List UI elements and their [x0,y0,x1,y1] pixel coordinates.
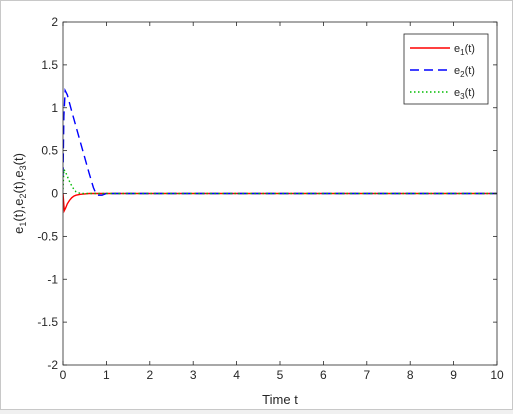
y-tick-label: -1.5 [37,315,58,329]
y-tick-label: 0.5 [41,144,58,158]
x-tick-label: 0 [60,368,67,382]
x-tick-label: 10 [490,368,504,382]
x-tick-label: 3 [190,368,197,382]
plot-frame [62,21,498,366]
x-tick-label: 6 [320,368,327,382]
y-tick-label: 2 [51,15,58,29]
series-e1-line [63,192,497,214]
legend-label-e1: e1(t) [454,43,475,57]
y-tick-label: -2 [47,358,58,372]
x-tick-label: 7 [363,368,370,382]
series-e2-line [63,87,497,196]
y-tick-label: 0 [51,187,58,201]
x-tick-label: 5 [277,368,284,382]
legend-label-e3: e3(t) [454,87,475,101]
y-axis-label: e1(t),e2(t),e3(t) [11,153,28,234]
x-tick-label: 9 [450,368,457,382]
x-axis-label: Time t [262,392,298,407]
legend-box [403,33,489,105]
legend-label-e2: e2(t) [454,65,475,79]
x-tick-label: 8 [407,368,414,382]
y-tick-label: -0.5 [37,229,58,243]
y-tick-label: -1 [47,272,58,286]
x-tick-label: 2 [146,368,153,382]
legend: e1(t) e2(t) e3(t) [403,33,489,105]
y-tick-label: 1.5 [41,58,58,72]
x-tick-label: 4 [233,368,240,382]
y-tick-label: 1 [51,101,58,115]
x-tick-label: 1 [103,368,110,382]
